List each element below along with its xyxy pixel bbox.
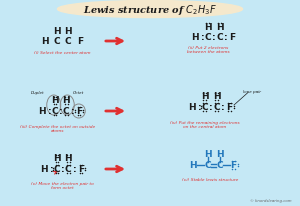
Text: H: H <box>216 22 223 31</box>
Text: F: F <box>77 37 83 46</box>
Text: :: : <box>59 107 63 116</box>
Text: C: C <box>51 107 58 116</box>
Text: H: H <box>213 92 220 101</box>
Text: C: C <box>65 37 72 46</box>
Text: :: : <box>48 107 52 116</box>
Text: :: : <box>201 33 204 42</box>
Text: F: F <box>226 103 232 112</box>
Text: :: : <box>71 107 74 116</box>
Text: H: H <box>53 154 61 163</box>
Ellipse shape <box>58 1 242 18</box>
Text: H: H <box>64 154 72 163</box>
Text: F: F <box>230 161 237 170</box>
Text: C: C <box>213 103 220 112</box>
Text: H: H <box>53 27 61 36</box>
Text: (iii) Complete the octet on outside
atoms: (iii) Complete the octet on outside atom… <box>20 124 96 133</box>
Text: Duplet: Duplet <box>31 91 45 95</box>
Text: :: : <box>198 103 201 112</box>
Text: H: H <box>191 33 198 42</box>
Text: C: C <box>216 33 223 42</box>
Text: (ii) Put 2 electrons
between the atoms: (ii) Put 2 electrons between the atoms <box>187 45 229 54</box>
Text: H: H <box>189 161 196 170</box>
Text: C: C <box>63 107 70 116</box>
Text: H: H <box>64 27 72 36</box>
Text: :: : <box>212 33 216 42</box>
Text: H: H <box>201 92 208 101</box>
Text: H: H <box>188 103 195 112</box>
Text: F: F <box>76 107 82 116</box>
Text: C: C <box>201 103 208 112</box>
Text: C: C <box>204 33 211 42</box>
Text: lone pair: lone pair <box>243 90 261 94</box>
Text: :: : <box>221 103 225 112</box>
Text: H: H <box>216 150 223 159</box>
Text: :: : <box>50 165 54 174</box>
Text: H: H <box>204 150 211 159</box>
Text: H: H <box>41 37 49 46</box>
Text: C: C <box>53 37 60 46</box>
Text: C: C <box>65 165 72 174</box>
Text: :: : <box>209 103 213 112</box>
Text: © knordslearing.com: © knordslearing.com <box>250 198 292 202</box>
Text: (vi) Stable lewis structure: (vi) Stable lewis structure <box>182 177 238 181</box>
Text: H: H <box>40 165 48 174</box>
Text: :: : <box>73 165 76 174</box>
Text: :: : <box>224 33 228 42</box>
Text: (v) Move the electron pair to
form octet: (v) Move the electron pair to form octet <box>31 181 93 190</box>
Text: H: H <box>51 96 59 105</box>
Text: C: C <box>204 161 211 170</box>
Text: F: F <box>78 165 84 174</box>
Text: F: F <box>230 33 236 42</box>
Text: Octet: Octet <box>72 91 84 95</box>
Text: (iv) Put the remaining electrons
on the central atom: (iv) Put the remaining electrons on the … <box>170 120 240 129</box>
Text: C: C <box>216 161 223 170</box>
Text: Lewis structure of $C_2H_3F$: Lewis structure of $C_2H_3F$ <box>83 3 217 17</box>
Text: :: : <box>61 165 65 174</box>
Text: C: C <box>53 165 60 174</box>
Text: H: H <box>204 22 211 31</box>
Text: (i) Select the center atom: (i) Select the center atom <box>34 51 90 55</box>
Text: H: H <box>38 107 46 116</box>
Text: H: H <box>62 96 70 105</box>
